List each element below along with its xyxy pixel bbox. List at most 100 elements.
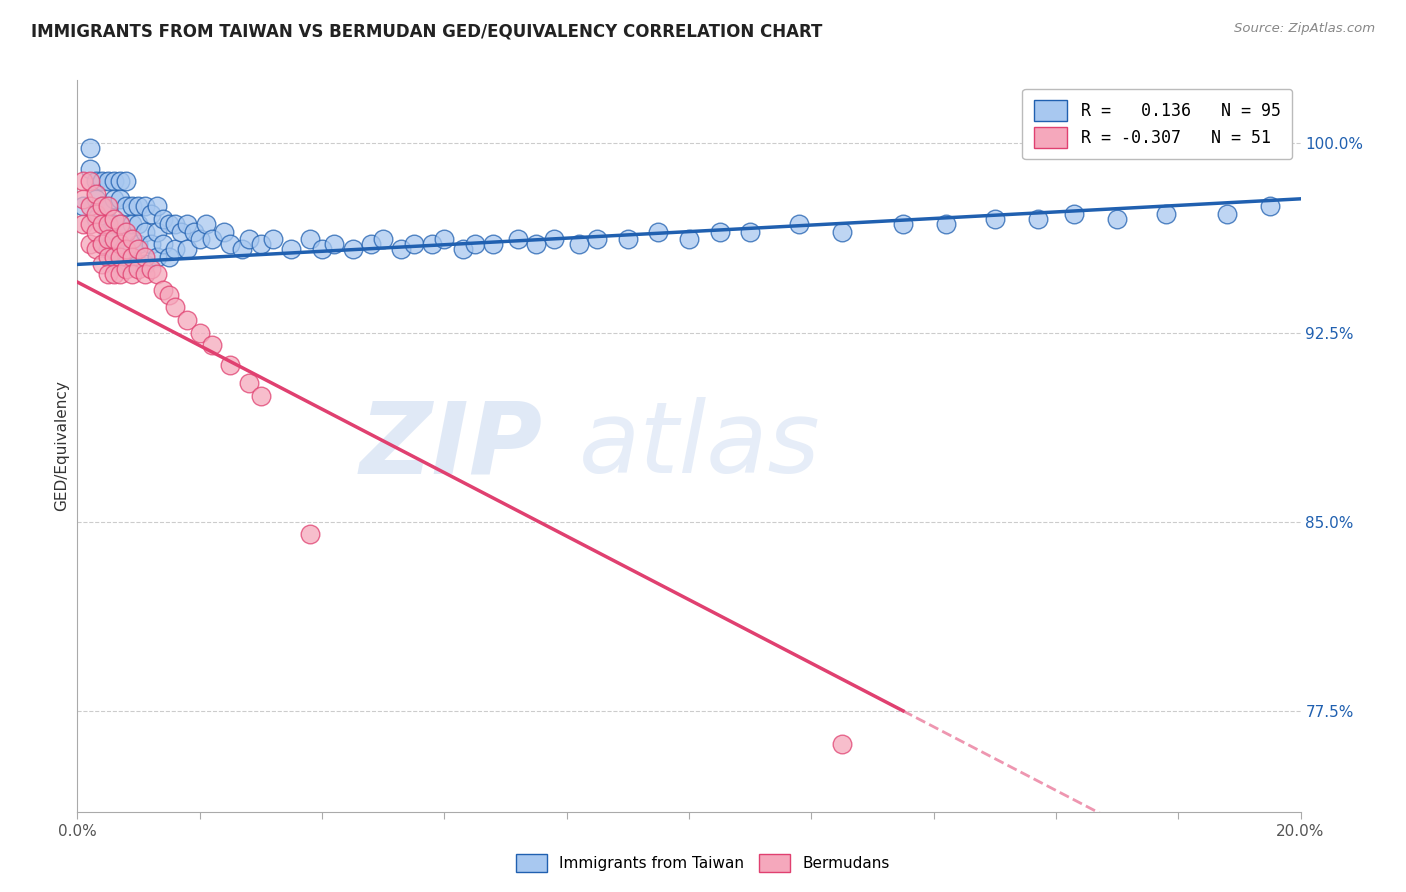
Y-axis label: GED/Equivalency: GED/Equivalency	[53, 381, 69, 511]
Point	[298, 232, 321, 246]
Point	[194, 217, 217, 231]
Point	[97, 232, 120, 246]
Point	[506, 232, 529, 246]
Point	[984, 212, 1007, 227]
Point	[115, 225, 138, 239]
Point	[121, 199, 143, 213]
Point	[97, 225, 120, 239]
Point	[740, 225, 762, 239]
Point	[108, 250, 131, 264]
Point	[1063, 207, 1085, 221]
Point	[79, 199, 101, 213]
Point	[238, 232, 260, 246]
Point	[250, 237, 273, 252]
Point	[464, 237, 486, 252]
Point	[170, 225, 193, 239]
Point	[1216, 207, 1239, 221]
Point	[219, 359, 242, 373]
Point	[103, 232, 125, 246]
Point	[543, 232, 565, 246]
Point	[121, 242, 143, 256]
Point	[128, 217, 150, 231]
Point	[115, 225, 138, 239]
Point	[231, 242, 253, 256]
Text: IMMIGRANTS FROM TAIWAN VS BERMUDAN GED/EQUIVALENCY CORRELATION CHART: IMMIGRANTS FROM TAIWAN VS BERMUDAN GED/E…	[31, 22, 823, 40]
Point	[1026, 212, 1049, 227]
Point	[524, 237, 547, 252]
Point	[311, 242, 333, 256]
Point	[250, 388, 273, 402]
Point	[84, 225, 107, 239]
Point	[157, 250, 180, 264]
Point	[262, 232, 284, 246]
Point	[103, 212, 125, 227]
Point	[103, 174, 125, 188]
Text: Source: ZipAtlas.com: Source: ZipAtlas.com	[1234, 22, 1375, 36]
Point	[1107, 212, 1129, 227]
Point	[152, 237, 174, 252]
Point	[90, 217, 112, 231]
Point	[90, 199, 112, 213]
Point	[165, 217, 187, 231]
Point	[108, 257, 131, 271]
Point	[121, 217, 143, 231]
Point	[134, 225, 156, 239]
Point	[157, 217, 180, 231]
Point	[678, 232, 700, 246]
Point	[84, 212, 107, 227]
Point	[103, 217, 125, 231]
Point	[115, 242, 138, 256]
Point	[90, 257, 112, 271]
Point	[108, 237, 131, 252]
Point	[97, 242, 120, 256]
Point	[139, 262, 162, 277]
Point	[115, 174, 138, 188]
Point	[391, 242, 413, 256]
Point	[72, 217, 94, 231]
Point	[134, 199, 156, 213]
Point	[97, 174, 120, 188]
Point	[157, 287, 180, 301]
Point	[568, 237, 591, 252]
Point	[165, 242, 187, 256]
Point	[121, 268, 143, 282]
Point	[152, 283, 174, 297]
Point	[891, 217, 914, 231]
Point	[97, 217, 120, 231]
Point	[84, 242, 107, 256]
Point	[134, 250, 156, 264]
Point	[79, 161, 101, 176]
Point	[84, 207, 107, 221]
Point	[84, 192, 107, 206]
Point	[183, 225, 205, 239]
Legend: Immigrants from Taiwan, Bermudans: Immigrants from Taiwan, Bermudans	[509, 846, 897, 880]
Point	[128, 262, 150, 277]
Legend: R =   0.136   N = 95, R = -0.307   N = 51: R = 0.136 N = 95, R = -0.307 N = 51	[1022, 88, 1292, 160]
Point	[146, 225, 169, 239]
Point	[79, 174, 101, 188]
Point	[139, 207, 162, 221]
Point	[103, 250, 125, 264]
Point	[90, 237, 112, 252]
Point	[84, 174, 107, 188]
Point	[201, 338, 224, 352]
Text: atlas: atlas	[579, 398, 821, 494]
Point	[72, 192, 94, 206]
Point	[108, 217, 131, 231]
Point	[97, 268, 120, 282]
Point	[115, 199, 138, 213]
Point	[108, 217, 131, 231]
Point	[709, 225, 731, 239]
Text: ZIP: ZIP	[359, 398, 543, 494]
Point	[433, 232, 456, 246]
Point	[298, 527, 321, 541]
Point	[360, 237, 382, 252]
Point	[146, 268, 169, 282]
Point	[108, 174, 131, 188]
Point	[176, 217, 198, 231]
Point	[831, 737, 853, 751]
Point	[831, 225, 853, 239]
Point	[219, 237, 242, 252]
Point	[647, 225, 669, 239]
Point	[188, 232, 211, 246]
